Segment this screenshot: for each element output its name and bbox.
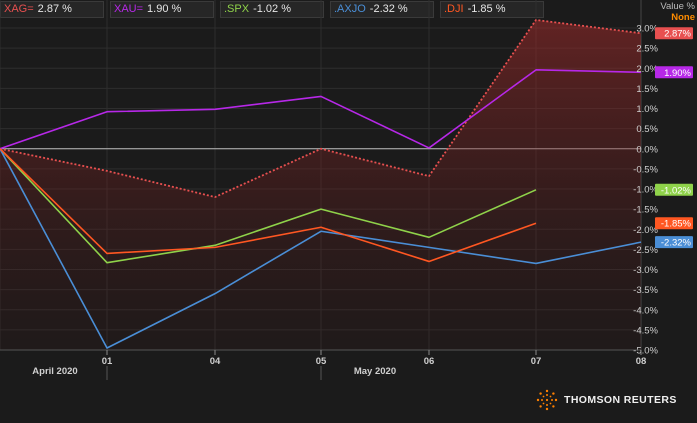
x-period-label: April 2020 xyxy=(32,366,77,377)
value-tag-xau xyxy=(655,66,693,79)
value-axis-header: Value % None xyxy=(660,1,695,23)
legend-symbol-xag: XAG= xyxy=(4,3,34,15)
y-tick-label: -2.0% xyxy=(633,225,658,236)
value-tag-label-xau: 1.90% xyxy=(664,68,691,79)
legend: XAG= 2.87 % XAU= 1.90 % .SPX -1.02 % .AXJO -… xyxy=(0,0,650,20)
x-tick-label: 07 xyxy=(531,356,542,367)
value-tag-label-xag: 2.87% xyxy=(664,29,691,40)
x-tick-label: 08 xyxy=(636,356,647,367)
series-area-xag xyxy=(0,19,641,350)
value-tag-label-axjo: -2.32% xyxy=(661,238,692,249)
value-axis-mode[interactable]: None xyxy=(671,12,695,23)
x-tick-label: 01 xyxy=(102,356,113,367)
legend-item-dji[interactable]: .DJI -1.85 % xyxy=(440,1,544,18)
legend-item-xag[interactable]: XAG= 2.87 % xyxy=(0,1,104,18)
legend-item-axjo[interactable]: .AXJO -2.32 % xyxy=(330,1,434,18)
y-tick-label: -0.5% xyxy=(633,164,658,175)
x-period-label: May 2020 xyxy=(354,366,396,377)
value-tag-label-dji: -1.85% xyxy=(661,219,692,230)
series-line-axjo xyxy=(0,148,642,349)
value-tag-dji xyxy=(655,217,693,230)
y-tick-label: -2.5% xyxy=(633,245,658,256)
y-axis: 3.0% 2.5% 2.0% 1.5% 1.0% 0.5% 0.0% -0.5% -1.0% -1… xyxy=(633,24,658,357)
legend-value-spx: -1.02 % xyxy=(253,3,291,15)
y-tick-label: 1.0% xyxy=(636,104,658,115)
last-value-tags: 2.87% 1.90% -1.02% -1.85% -2.32% xyxy=(655,27,693,249)
y-tick-label: -3.5% xyxy=(633,285,658,296)
legend-item-spx[interactable]: .SPX -1.02 % xyxy=(220,1,324,18)
x-tick-label: 06 xyxy=(424,356,435,367)
x-tick-label: 04 xyxy=(210,356,221,367)
legend-value-xag: 2.87 % xyxy=(37,3,72,15)
y-tick-label: -3.0% xyxy=(633,265,658,276)
value-tag-xag xyxy=(655,27,693,40)
value-axis-title: Value % xyxy=(660,1,695,12)
series-lines xyxy=(0,19,642,349)
legend-symbol-dji: .DJI xyxy=(444,3,464,15)
x-axis: 01 04 05 06 07 08 April 2020 May 2020 xyxy=(0,349,647,380)
y-tick-label: -4.0% xyxy=(633,305,658,316)
series-line-spx xyxy=(0,148,537,264)
series-line-dji xyxy=(0,148,537,263)
reuters-dots-icon xyxy=(536,389,558,411)
y-tick-label: 1.5% xyxy=(636,84,658,95)
logo-text: THOMSON REUTERS xyxy=(564,394,677,406)
legend-symbol-axjo: .AXJO xyxy=(334,3,366,15)
y-tick-label: -1.5% xyxy=(633,205,658,216)
area-fills xyxy=(0,19,641,350)
y-tick-label: 3.0% xyxy=(636,24,658,35)
legend-item-xau[interactable]: XAU= 1.90 % xyxy=(110,1,214,18)
series-line-xag xyxy=(0,19,642,198)
thomson-reuters-logo: THOMSON REUTERS xyxy=(536,389,677,411)
value-tag-spx xyxy=(655,183,693,196)
series-line-xau xyxy=(0,69,642,150)
legend-value-xau: 1.90 % xyxy=(147,3,182,15)
legend-value-dji: -1.85 % xyxy=(467,3,506,15)
legend-value-axjo: -2.32 % xyxy=(369,3,408,15)
legend-symbol-spx: .SPX xyxy=(224,3,250,15)
y-tick-label: 0.5% xyxy=(636,124,658,135)
legend-symbol-xau: XAU= xyxy=(114,3,144,15)
value-tag-axjo xyxy=(655,236,693,249)
value-tag-label-spx: -1.02% xyxy=(661,185,692,196)
y-tick-label: -5.0% xyxy=(633,346,658,357)
y-tick-label: 0.0% xyxy=(636,144,658,155)
y-tick-label: 2.0% xyxy=(636,64,658,75)
y-tick-label: -1.0% xyxy=(633,185,658,196)
y-tick-label: -4.5% xyxy=(633,325,658,336)
x-tick-label: 05 xyxy=(316,356,327,367)
y-tick-label: 2.5% xyxy=(636,44,658,55)
